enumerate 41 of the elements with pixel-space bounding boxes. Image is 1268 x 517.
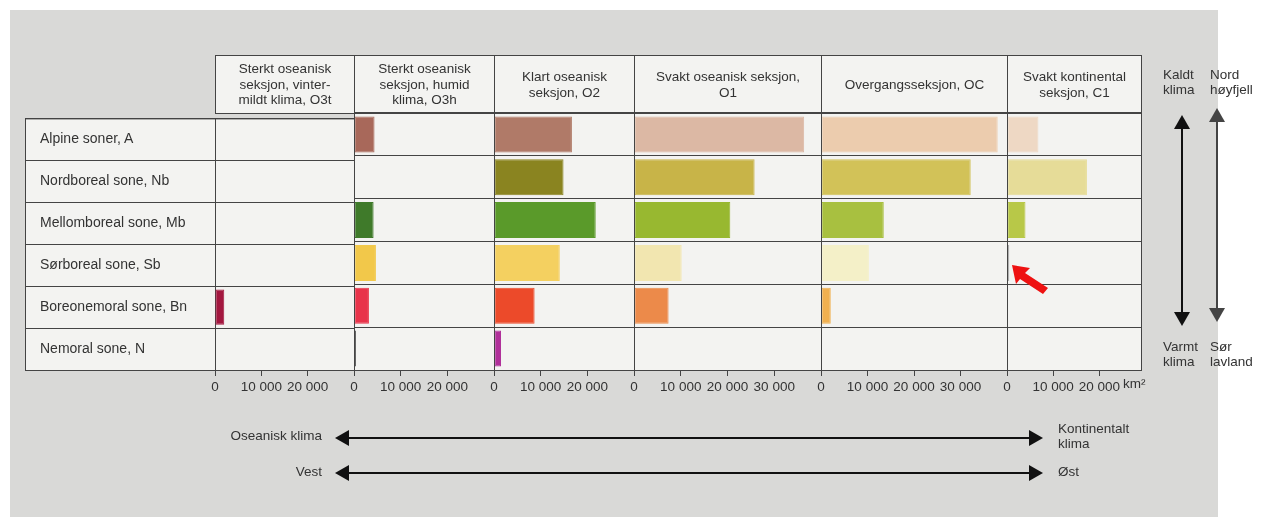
- y-tick-label: Nordboreal sone, Nb: [40, 172, 170, 189]
- x-tick-label: 10 000: [520, 378, 562, 394]
- chart-title: Klart oseanisk seksjon, O2: [494, 55, 635, 114]
- text: Vest: [294, 464, 322, 480]
- text: Kaldt klima: [1163, 67, 1196, 98]
- x-tick-label: 0: [630, 378, 638, 394]
- x-tick-label: 10 000: [846, 378, 889, 394]
- x-tick-label: 0: [1003, 378, 1011, 394]
- x-tick-label: 20 000: [706, 378, 749, 394]
- text: Sør lavland: [1210, 339, 1254, 370]
- text: Oseanisk klima: [229, 428, 322, 444]
- x-tick-label: 0: [817, 378, 825, 394]
- chart-title: Sterkt oseanisk seksjon, humid klima, O3h: [354, 55, 495, 114]
- x-tick-label: 20 000: [893, 378, 935, 394]
- x-tick-label: 10 000: [380, 378, 422, 394]
- x-tick-label: 20 000: [1078, 378, 1121, 394]
- text: Kontinentalt klima: [1058, 421, 1131, 452]
- chart-title: Overgangsseksjon, OC: [821, 55, 1008, 114]
- x-tick-label: 20 000: [426, 378, 468, 394]
- y-tick-label: Alpine soner, A: [40, 130, 135, 147]
- y-tick-label: Sørboreal sone, Sb: [40, 256, 161, 273]
- text: Øst: [1058, 464, 1080, 480]
- x-tick-label: 10 000: [660, 378, 702, 394]
- y-tick-label: Nemoral sone, N: [40, 339, 146, 356]
- chart-title: Svakt oseanisk seksjon, O1: [634, 55, 822, 114]
- x-axis-title: km²: [1123, 376, 1147, 392]
- x-tick-label: 0: [350, 378, 358, 394]
- x-tick-label: 0: [490, 378, 498, 394]
- text: Nord høyfjell: [1210, 67, 1254, 98]
- chart-title: Svakt kontinental seksjon, C1: [1007, 55, 1142, 114]
- x-tick-label: 10 000: [240, 378, 282, 394]
- y-tick-label: Boreonemoral sone, Bn: [40, 297, 188, 314]
- x-tick-label: 20 000: [287, 378, 329, 394]
- x-tick-label: 0: [211, 378, 219, 394]
- chart-title: Sterkt oseanisk seksjon, vinter-mildt klima, O3t: [215, 55, 355, 114]
- x-tick-label: 30 000: [939, 378, 982, 394]
- x-tick-label: 30 000: [753, 378, 795, 394]
- y-tick-label: Mellomboreal sone, Mb: [40, 214, 186, 231]
- x-tick-label: 10 000: [1032, 378, 1074, 394]
- x-tick-label: 20 000: [566, 378, 608, 394]
- text: Varmt klima: [1163, 339, 1199, 370]
